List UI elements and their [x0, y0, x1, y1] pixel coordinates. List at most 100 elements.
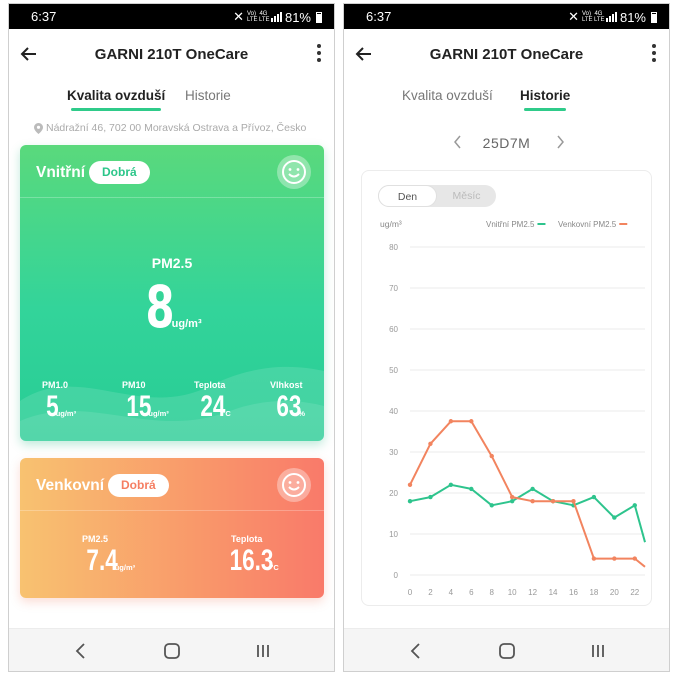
outdoor-card[interactable]: Venkovní Dobrá PM2.5 7.4ug/m³ Teplota 16… — [20, 458, 324, 598]
toggle-month[interactable]: Měsíc — [452, 190, 481, 202]
metric-humidity: Vlhkost 63% — [268, 380, 305, 424]
signal-icon — [270, 12, 282, 22]
history-chart-card: Den Měsíc ug/m³ 0 10 20 30 40 50 60 70 80 0 2 4 6 8 10 1… — [361, 170, 652, 606]
address-text: Nádražní 46, 702 00 Moravská Ostrava a P… — [46, 122, 307, 134]
tab-history[interactable]: Historie — [185, 88, 231, 103]
nav-home-icon[interactable] — [162, 641, 182, 661]
x-tick-label: 14 — [549, 588, 558, 597]
more-options-icon[interactable] — [651, 44, 657, 66]
tab-bar: Kvalita ovzduší Historie — [9, 84, 334, 116]
lte-icon: 4G LTE — [258, 11, 270, 23]
tab-bar: Kvalita ovzduší Historie — [344, 84, 669, 116]
lte-icon: 4G LTE — [593, 11, 605, 23]
outdoor-metric-temperature: Teplota 16.3°C — [215, 534, 279, 578]
metric-label: PM10 — [122, 380, 146, 390]
x-tick-label: 22 — [630, 588, 639, 597]
battery-percent: 81% — [619, 9, 646, 25]
tab-air-quality[interactable]: Kvalita ovzduší — [402, 88, 493, 103]
smiley-icon — [277, 468, 311, 502]
series-line-1 — [409, 420, 646, 568]
status-bar: 6:37 ✕ Vo) LTE 4G LTE 81% — [344, 4, 669, 29]
legend-label: Vnitřní PM2.5 — [486, 220, 535, 229]
chevron-left-icon[interactable] — [452, 134, 464, 150]
battery-icon — [316, 11, 322, 23]
outdoor-metric-pm25: PM2.5 7.4ug/m³ — [76, 534, 135, 578]
data-point — [530, 499, 535, 504]
status-bar: 6:37 ✕ Vo) LTE 4G LTE 81% — [9, 4, 334, 29]
location-address: Nádražní 46, 702 00 Moravská Ostrava a P… — [34, 122, 306, 134]
data-point — [428, 494, 433, 500]
toggle-day[interactable]: Den — [378, 185, 437, 207]
metric-value: 24 — [200, 390, 226, 423]
data-point — [632, 503, 637, 508]
nav-recents-icon[interactable] — [253, 641, 273, 661]
x-tick-label: 10 — [508, 588, 517, 597]
data-point — [407, 482, 413, 487]
y-tick-label: 80 — [389, 243, 398, 252]
nav-back-icon[interactable] — [406, 641, 426, 661]
system-nav-bar — [344, 628, 669, 671]
y-axis-label: ug/m³ — [380, 219, 402, 229]
metric-label: Vlhkost — [270, 380, 303, 390]
data-point — [509, 499, 515, 504]
back-arrow-icon[interactable] — [19, 44, 39, 64]
data-point — [612, 515, 617, 520]
x-tick-label: 8 — [490, 588, 495, 597]
y-tick-label: 0 — [394, 571, 399, 580]
y-tick-label: 10 — [389, 530, 398, 539]
pm25-reading: 8ug/m³ — [20, 273, 324, 341]
tab-air-quality[interactable]: Kvalita ovzduší — [67, 88, 166, 111]
x-tick-label: 2 — [428, 588, 433, 597]
indoor-status-badge: Dobrá — [89, 161, 150, 184]
pm25-unit: ug/m³ — [171, 318, 202, 330]
more-options-icon[interactable] — [316, 44, 322, 66]
metric-value: 5 — [46, 390, 59, 423]
data-point — [509, 494, 515, 500]
status-icons: ✕ Vo) LTE 4G LTE 81% — [233, 9, 322, 25]
metric-value: 7.4 — [86, 544, 118, 577]
y-tick-label: 70 — [389, 284, 398, 293]
phone-screen-air-quality: 6:37 ✕ Vo) LTE 4G LTE 81% GARNI 210T One… — [8, 3, 335, 672]
outdoor-status-badge: Dobrá — [108, 474, 169, 497]
metric-label: Teplota — [194, 380, 226, 390]
nav-back-icon[interactable] — [71, 641, 91, 661]
nav-home-icon[interactable] — [497, 641, 517, 661]
indoor-card[interactable]: Vnitřní Dobrá PM2.5 8ug/m³ PM1.0 5ug/m³ … — [20, 145, 324, 441]
data-point — [591, 556, 597, 561]
metric-unit: °C — [222, 409, 231, 418]
chevron-right-icon[interactable] — [554, 134, 566, 150]
mute-icon: ✕ — [233, 9, 244, 24]
metric-label: PM2.5 — [82, 534, 109, 544]
x-tick-label: 4 — [449, 588, 454, 597]
x-tick-label: 6 — [469, 588, 474, 597]
data-point — [407, 499, 413, 504]
y-tick-label: 60 — [389, 325, 398, 334]
indoor-label: Vnitřní — [36, 164, 86, 181]
metric-value: 15 — [126, 390, 152, 423]
indoor-card-header: Vnitřní Dobrá — [20, 145, 324, 198]
signal-icon — [605, 12, 617, 22]
data-point — [591, 494, 597, 500]
metric-value: 16.3 — [229, 544, 274, 577]
metric-temperature: Teplota 24°C — [192, 380, 231, 424]
metric-unit: °C — [270, 563, 279, 572]
back-arrow-icon[interactable] — [354, 44, 374, 64]
nav-recents-icon[interactable] — [588, 641, 608, 661]
tab-history[interactable]: Historie — [520, 88, 571, 111]
data-point — [428, 441, 433, 446]
x-tick-label: 12 — [528, 588, 537, 597]
data-point — [448, 419, 454, 424]
data-point — [530, 486, 535, 492]
status-time: 6:37 — [31, 9, 57, 24]
app-bar: GARNI 210T OneCare — [9, 29, 334, 81]
date-navigator: 25D7M — [344, 134, 669, 154]
metric-label: PM1.0 — [42, 380, 69, 390]
wave-decoration — [20, 366, 324, 441]
status-time: 6:37 — [366, 9, 392, 24]
legend-label: Venkovní PM2.5 — [558, 220, 617, 229]
battery-percent: 81% — [284, 9, 311, 25]
data-point — [571, 499, 576, 504]
x-tick-label: 16 — [569, 588, 578, 597]
x-tick-label: 20 — [610, 588, 619, 597]
data-point — [632, 556, 637, 561]
